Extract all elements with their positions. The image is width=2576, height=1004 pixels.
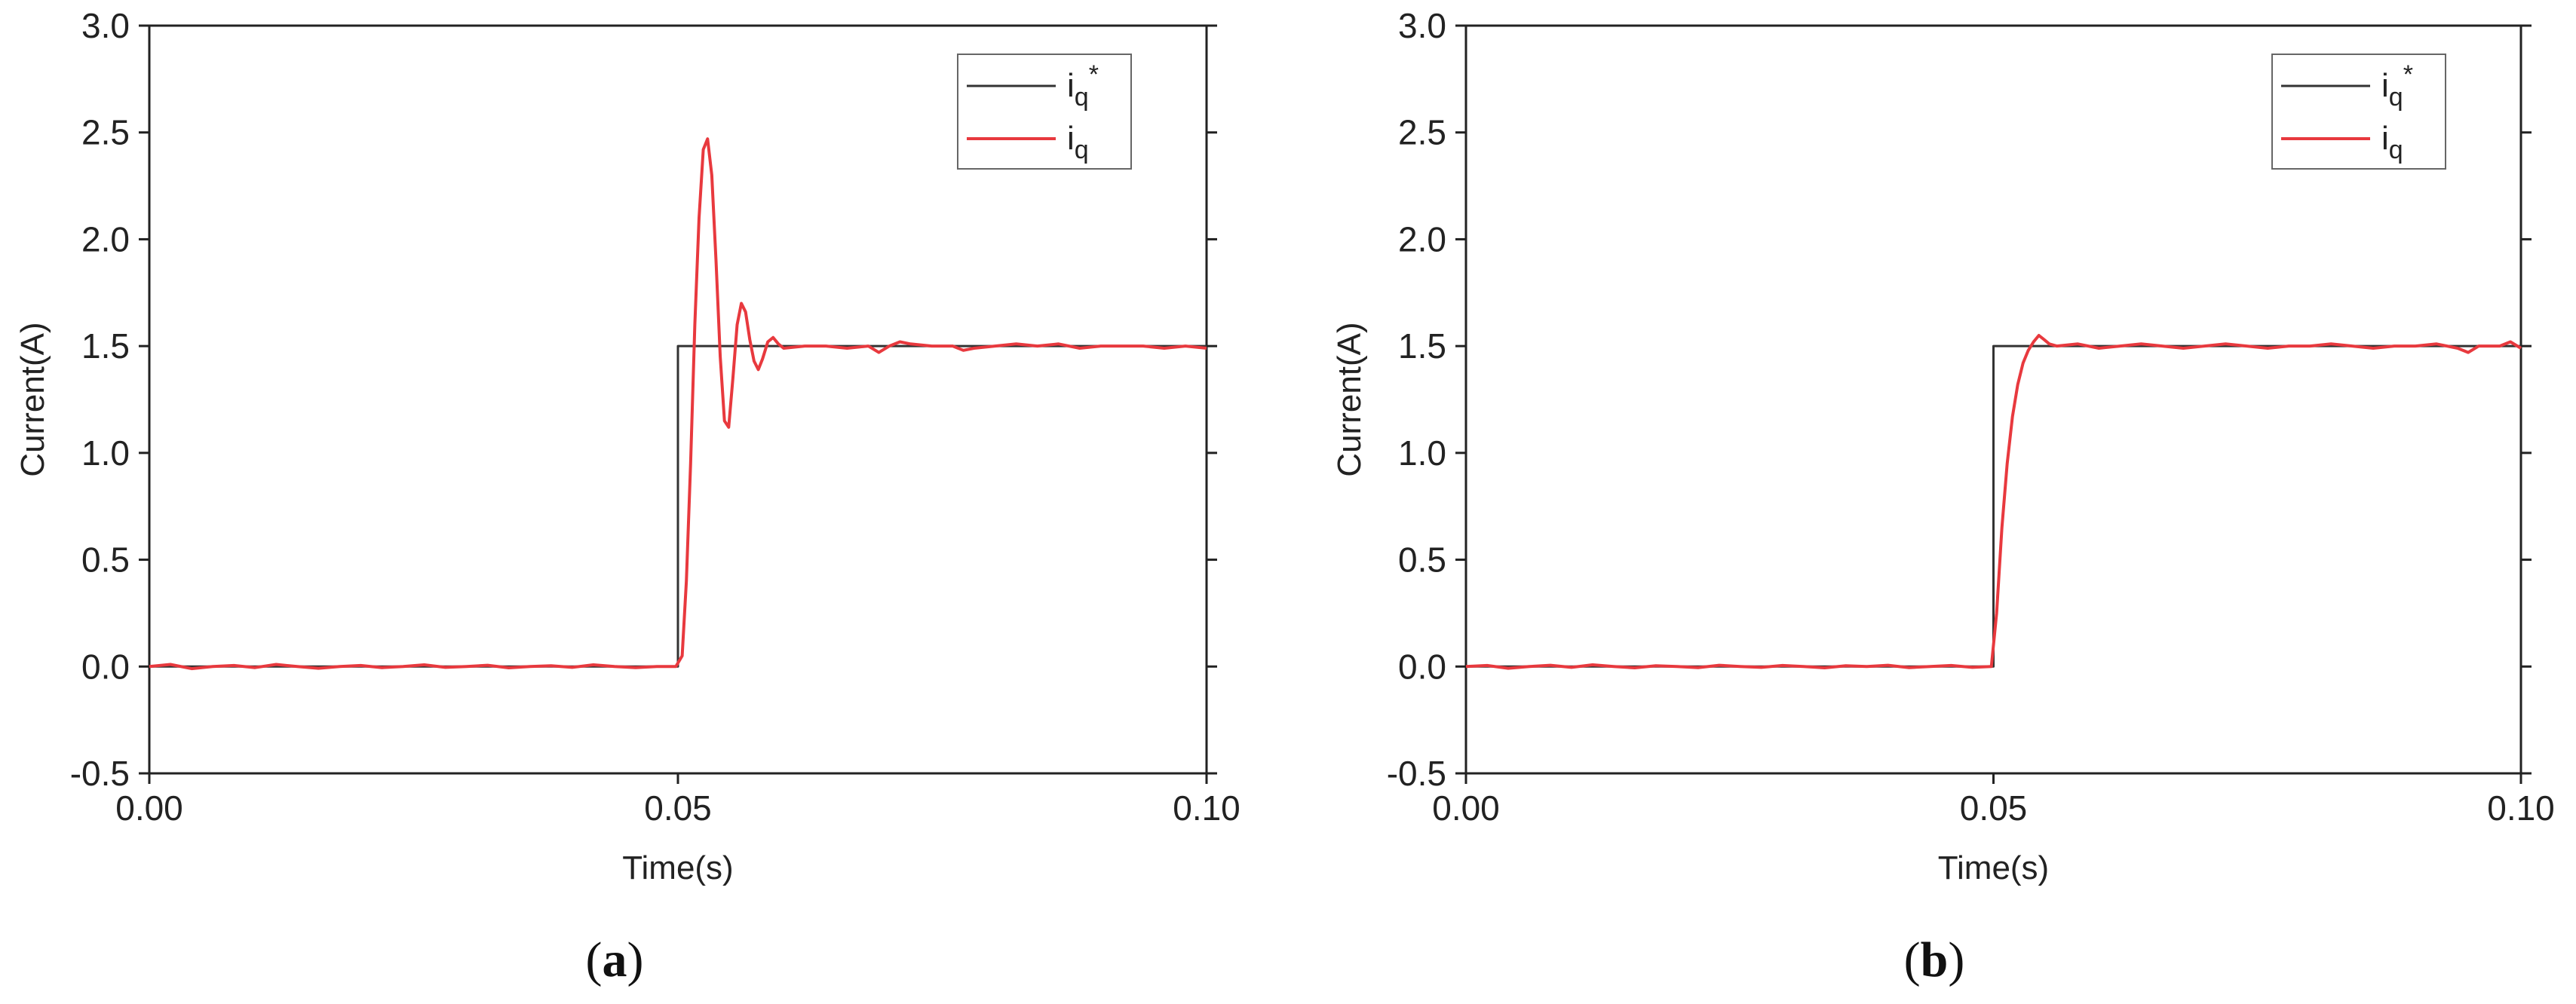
y-tick-label: 1.5 [81, 326, 130, 366]
y-tick-label: -0.5 [70, 754, 130, 793]
x-tick-label: 0.10 [1173, 788, 1240, 828]
y-tick-label: 0.0 [81, 647, 130, 686]
y-tick-label: 0.5 [1398, 540, 1446, 580]
legend-entry: iq* [1067, 60, 1099, 112]
y-tick-label: 3.0 [1398, 6, 1446, 45]
y-axis-title: Current(A) [1331, 322, 1368, 476]
chart-panel-a: -0.5 0.0 0.5 1.0 1.5 2.0 2.5 3.0 0.00 0.05 0.10 Tim… [14, 6, 1240, 987]
y-tick-label: 2.0 [81, 219, 130, 259]
y-tick-label: 2.0 [1398, 219, 1446, 259]
y-tick-label: 1.0 [1398, 433, 1446, 473]
series-line-iq [1465, 334, 2522, 670]
series-line-iq [149, 137, 1207, 671]
x-tick-label: 0.10 [2487, 788, 2555, 828]
y-tick-label: 0.5 [81, 540, 130, 580]
y-tick-label: 2.5 [81, 113, 130, 152]
y-tick-label: 1.0 [81, 433, 130, 473]
legend-entry: iq [1067, 120, 1089, 164]
x-tick-label: 0.00 [115, 788, 183, 828]
legend-box [2271, 54, 2446, 170]
x-tick-label: 0.05 [644, 788, 712, 828]
x-tick-label: 0.00 [1432, 788, 1500, 828]
chart-panel-b: -0.5 0.0 0.5 1.0 1.5 2.0 2.5 3.0 0.00 0.05 0.10 Tim… [1331, 6, 2555, 987]
legend-entry: iq* [2381, 60, 2413, 112]
x-axis-title: Time(s) [622, 849, 733, 886]
y-tick-label: 3.0 [81, 6, 130, 45]
panel-label: (a) [586, 932, 644, 987]
legend-entry: iq [2381, 120, 2403, 164]
series-line-iq-ref [1466, 344, 2521, 668]
x-tick-label: 0.05 [1960, 788, 2028, 828]
y-tick-label: 2.5 [1398, 113, 1446, 152]
y-tick-label: 0.0 [1398, 647, 1446, 686]
y-axis-title: Current(A) [14, 322, 51, 476]
legend-box [957, 54, 1132, 170]
y-tick-label: 1.5 [1398, 326, 1446, 366]
y-tick-label: -0.5 [1387, 754, 1446, 793]
panel-label: (b) [1904, 932, 1965, 987]
x-axis-title: Time(s) [1938, 849, 2049, 886]
series-line-iq-ref [149, 344, 1207, 668]
